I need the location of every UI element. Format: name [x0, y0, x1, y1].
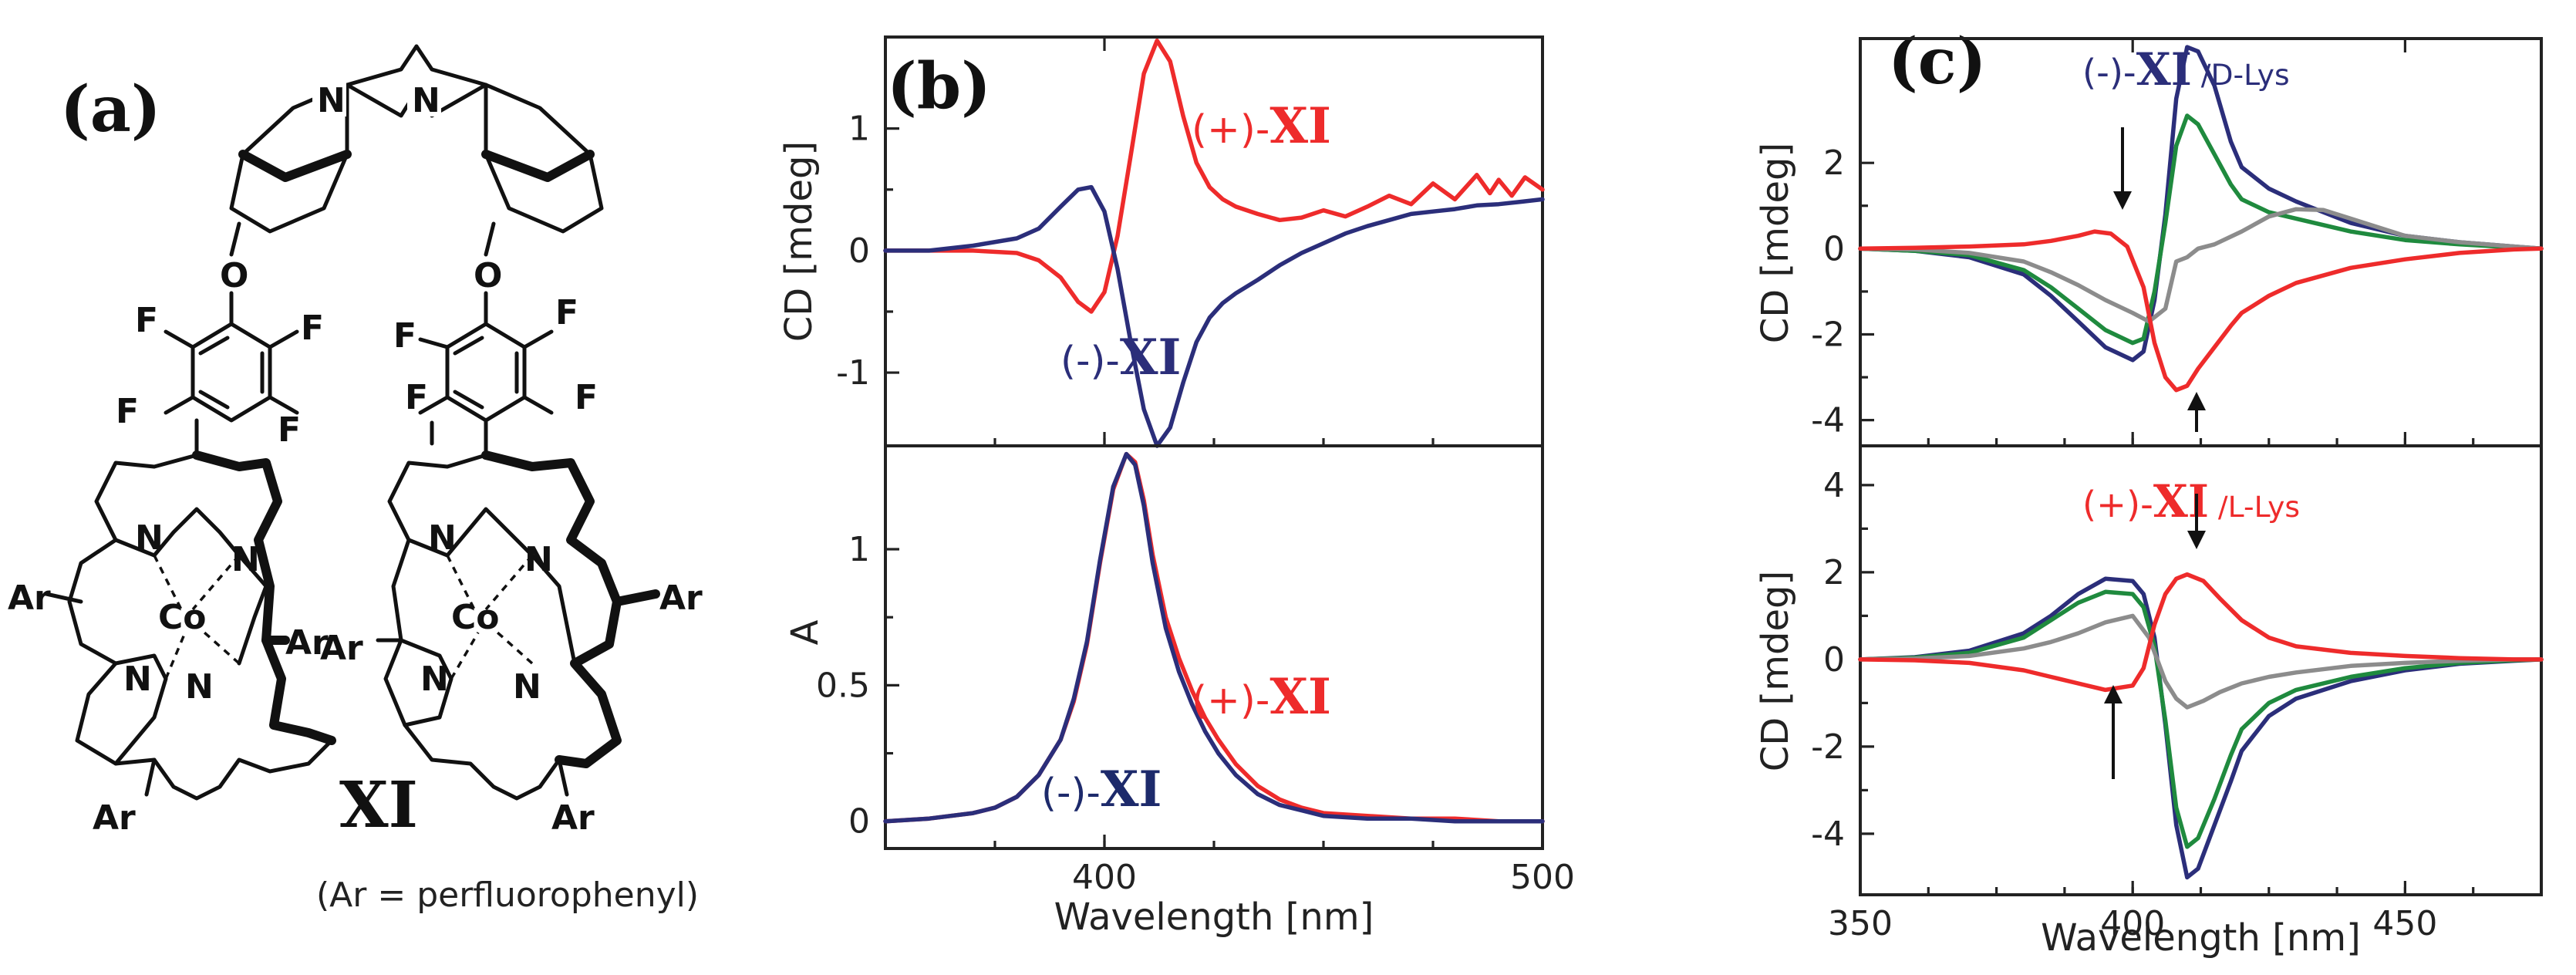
atom-o-right: O: [474, 256, 502, 295]
series-line-green: [1858, 589, 2544, 849]
atom-f: F: [393, 316, 416, 356]
atom-ar: Ar: [659, 579, 703, 618]
atom-n-right: N: [412, 81, 440, 120]
x-tick-label: 400: [1072, 858, 1137, 897]
x-tick-label: 450: [2372, 904, 2437, 943]
panel-b: (b) -1 0 1 CD [mdeg] (+)-XI (-)-XI 0 0.5 1 400 50…: [777, 35, 1575, 939]
chart-b-bottom: 0 0.5 1 400 500 A Wavelength [nm] (+)-XI (-)-XI: [784, 444, 1575, 939]
series-annotation: (+)-XI: [1192, 97, 1331, 155]
atom-n: N: [513, 667, 541, 707]
arrow-up-icon: [2187, 392, 2206, 432]
compound-label: XI: [339, 768, 418, 842]
left-porphyrin: N N N N Co Ar Ar Ar: [8, 418, 336, 838]
series-annotation: (-)-XI /D-Lys: [2082, 43, 2290, 96]
y-tick-label: 0: [1823, 229, 1845, 268]
troger-left-ring: [229, 83, 349, 234]
arrow-up-icon: [2104, 685, 2123, 779]
y-tick-label: -4: [1811, 401, 1845, 440]
arrow-down-icon: [2187, 494, 2206, 549]
y-tick-label: 1: [848, 110, 870, 149]
y-tick-label: -1: [836, 353, 870, 393]
series-annotation: (-)-XI: [1060, 329, 1181, 386]
y-tick-label: 0.5: [816, 666, 870, 705]
y-axis-label: CD [mdeg]: [1754, 143, 1797, 343]
atom-n: N: [428, 518, 457, 558]
right-fluorophenyl: [445, 322, 527, 423]
bridge-bonds: [345, 44, 488, 87]
series-annotation: (+)-XI: [1192, 668, 1331, 726]
y-tick-label: -2: [1811, 315, 1845, 354]
series-line-navy: [1858, 45, 2544, 363]
atom-n-left: N: [317, 81, 346, 120]
left-fluorophenyl: [191, 322, 272, 423]
atom-n: N: [231, 540, 260, 579]
atom-n: N: [185, 667, 214, 707]
x-axis-label: Wavelength [nm]: [2041, 916, 2361, 960]
right-porphyrin: N N N N Co Ar Ar Ar: [320, 418, 703, 838]
panel-a-label: (a): [60, 73, 161, 147]
series-line-gray: [1858, 613, 2544, 710]
panel-c-label: (c): [1888, 25, 1987, 99]
x-axis-label: Wavelength [nm]: [1054, 896, 1374, 939]
atom-co-left: Co: [158, 598, 207, 637]
series-line-xi: [883, 451, 1545, 824]
atom-o-left: O: [220, 256, 248, 295]
panel-a: (a) N N O O F F F F: [8, 44, 703, 915]
y-tick-label: 1: [848, 530, 870, 569]
y-tick-label: 0: [848, 802, 870, 842]
y-axis-label: CD [mdeg]: [1754, 571, 1797, 771]
panel-b-label: (b): [887, 49, 991, 123]
atom-n: N: [135, 518, 164, 558]
series-line-red: [1858, 229, 2544, 393]
atom-ar: Ar: [551, 798, 595, 838]
atom-ar: Ar: [320, 629, 363, 668]
y-tick-label: 4: [1823, 466, 1845, 505]
x-tick-label: 500: [1510, 858, 1575, 897]
atom-n: N: [420, 660, 449, 699]
atom-ar: Ar: [93, 798, 136, 838]
series-line-gray: [1858, 207, 2544, 324]
atom-n: N: [123, 660, 152, 699]
series-line-red: [1858, 572, 2544, 693]
atom-n: N: [524, 540, 553, 579]
y-tick-label: -2: [1811, 727, 1845, 767]
atom-ar: Ar: [285, 623, 329, 663]
atom-f: F: [135, 301, 158, 340]
series-annotation: (-)-XI: [1041, 761, 1162, 818]
chart-c-top: -4 -2 0 2 CD [mdeg] (-)-XI /D-Lys: [1754, 37, 2544, 447]
atom-ar: Ar: [8, 579, 51, 618]
y-tick-label: 2: [1823, 553, 1845, 592]
series-line-xi: [883, 38, 1545, 314]
atom-f: F: [301, 309, 324, 348]
chart-c-bottom: -4 -2 0 2 4 350 400 450 CD [mdeg] Wavelength [nm]…: [1754, 444, 2544, 960]
x-tick-label: 350: [1828, 904, 1893, 943]
series-line-navy: [1858, 576, 2544, 880]
x-tick-label: 400: [2100, 904, 2165, 943]
arrow-down-icon: [2113, 127, 2132, 210]
y-tick-label: -4: [1811, 815, 1845, 854]
atom-f: F: [555, 293, 578, 332]
y-axis-label: A: [784, 619, 827, 645]
plot-frame: [884, 444, 1544, 850]
troger-right-ring: [484, 83, 604, 234]
y-tick-label: 0: [848, 231, 870, 271]
atom-f: F: [575, 378, 598, 417]
y-tick-label: 0: [1823, 640, 1845, 680]
y-axis-label: CD [mdeg]: [777, 141, 821, 342]
atom-f: F: [278, 410, 301, 450]
y-tick-label: 2: [1823, 143, 1845, 183]
series-line-xi: [883, 184, 1545, 448]
atom-f: F: [116, 392, 139, 431]
atom-co-right: Co: [451, 598, 500, 637]
series-annotation: (+)-XI /L-Lys: [2082, 475, 2300, 528]
chart-b-top: -1 0 1 CD [mdeg] (+)-XI (-)-XI: [777, 35, 1545, 448]
atom-f: F: [405, 378, 428, 417]
molecule-structure: N N O O F F F F F F F F: [8, 44, 703, 838]
series-line-green: [1858, 113, 2544, 346]
panel-c: (c) -4 -2 0 2 CD [mdeg] (-)-XI /D-Lys -4 -2 0 2 4…: [1754, 25, 2544, 960]
series-line-xi: [883, 451, 1545, 824]
molecule-footnote: (Ar = perfluorophenyl): [316, 875, 699, 915]
